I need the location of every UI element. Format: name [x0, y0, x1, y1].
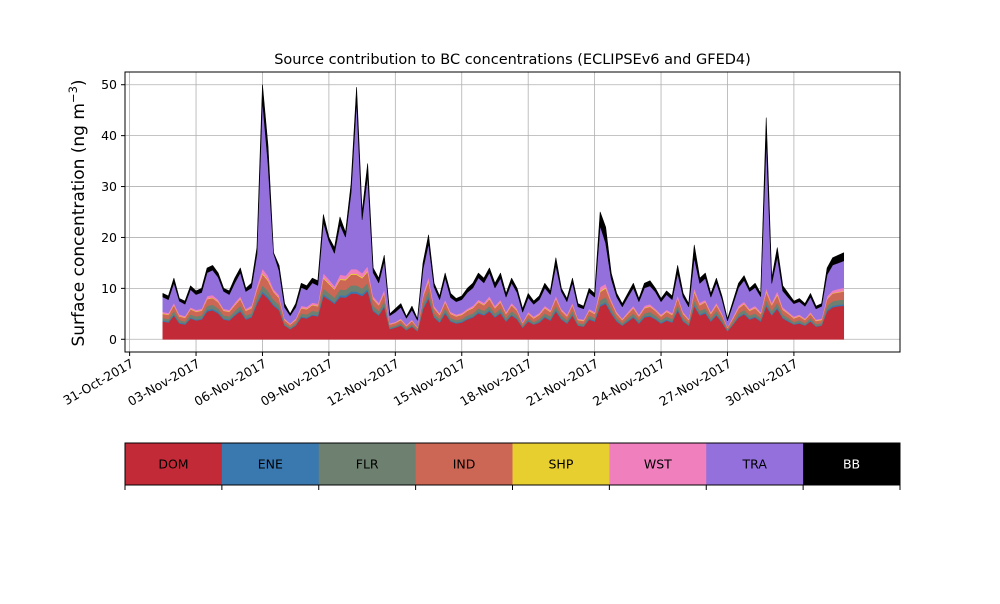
axis-ticks: 0 10 20 30 40 50 31-Oct-201703-Nov-201706-Nov-… — [60, 77, 800, 409]
legend-swatch-ind — [415, 443, 513, 485]
x-tick-label: 27-Nov-2017 — [656, 356, 733, 409]
plot-border — [124, 71, 901, 353]
x-tick-label: 30-Nov-2017 — [723, 356, 800, 409]
legend-label-tra: TRA — [742, 457, 768, 472]
legend: DOM ENE FLR IND SHP WST TRA BB — [124, 442, 901, 490]
x-tick-label: 12-Nov-2017 — [324, 356, 401, 409]
y-tick-label: 30 — [101, 179, 117, 194]
plot-frame — [124, 71, 901, 353]
chart-title: Source contribution to BC concentrations… — [274, 52, 751, 68]
area-bb — [162, 84, 845, 321]
y-tick-label: 20 — [101, 230, 117, 245]
legend-label-dom: DOM — [158, 457, 188, 472]
legend-label-shp: SHP — [549, 457, 574, 472]
legend-label-ene: ENE — [258, 457, 283, 472]
legend-swatch-ene — [221, 443, 320, 485]
legend-label-bb: BB — [843, 457, 860, 472]
y-tick-label: 50 — [101, 77, 117, 92]
y-axis-label-text: Surface concentration (ng m — [69, 103, 89, 346]
y-axis-label-superscript: −3 — [66, 86, 80, 103]
legend-swatch-wst — [609, 443, 707, 485]
x-tick-label: 09-Nov-2017 — [258, 356, 335, 409]
legend-swatch-tra — [706, 443, 804, 485]
x-tick-label: 31-Oct-2017 — [60, 356, 136, 408]
x-tick-label: 03-Nov-2017 — [125, 356, 202, 409]
legend-label-ind: IND — [453, 457, 476, 472]
y-tick-label: 40 — [101, 128, 117, 143]
legend-swatch-shp — [512, 443, 610, 485]
stacked-areas — [162, 84, 845, 340]
y-tick-label: 0 — [109, 332, 117, 347]
legend-swatch-bb — [803, 443, 901, 485]
y-axis-label: Surface concentration (ng m−3) — [66, 79, 89, 346]
x-tick-label: 21-Nov-2017 — [524, 356, 601, 409]
legend-label-flr: FLR — [356, 457, 379, 472]
x-tick-label: 24-Nov-2017 — [590, 356, 667, 409]
legend-swatch-flr — [318, 443, 417, 485]
x-tick-label: 06-Nov-2017 — [191, 356, 268, 409]
y-axis-label-close: ) — [69, 79, 89, 86]
legend-swatch-dom — [125, 443, 223, 485]
legend-label-wst: WST — [644, 457, 672, 472]
x-tick-label: 15-Nov-2017 — [391, 356, 468, 409]
x-tick-label: 18-Nov-2017 — [457, 356, 534, 409]
y-tick-label: 10 — [101, 281, 117, 296]
